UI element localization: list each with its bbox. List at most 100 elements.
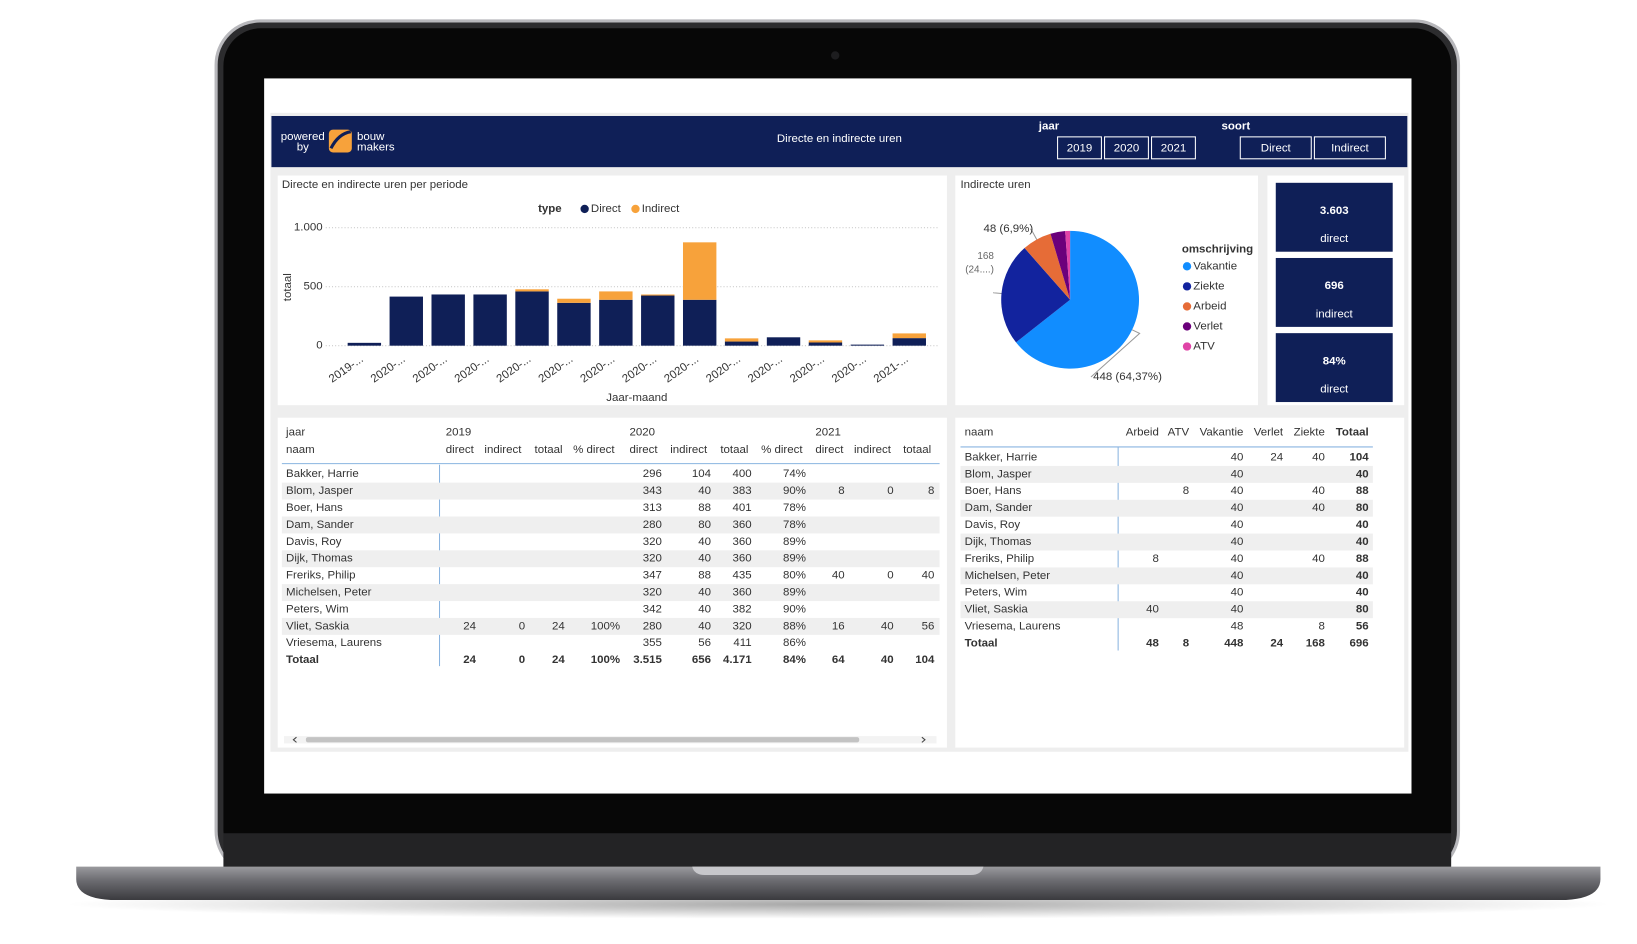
cell: 78% xyxy=(783,519,806,531)
cell: 40 xyxy=(1356,468,1369,480)
column-header: 2021 xyxy=(815,426,841,438)
kpi-card xyxy=(1275,257,1393,327)
bar xyxy=(682,242,717,300)
slicer-button[interactable] xyxy=(1313,136,1386,160)
legend-marker xyxy=(580,204,589,214)
row-band xyxy=(281,550,940,568)
data-label: 448 (64,37%) xyxy=(1093,371,1162,383)
cell: 90% xyxy=(783,485,806,497)
column-header: indirect xyxy=(484,444,522,456)
cell: 280 xyxy=(643,519,662,531)
brand-text: powered xyxy=(281,131,325,143)
row-band xyxy=(960,567,1373,585)
cell: 40 xyxy=(881,620,894,632)
slicer-label: jaar xyxy=(1038,120,1060,132)
cell: 8 xyxy=(928,485,934,497)
cell: 411 xyxy=(733,637,751,649)
legend-label: ATV xyxy=(1193,341,1215,353)
row-band xyxy=(281,482,940,500)
cell: 88 xyxy=(698,502,711,514)
total-cell: 3.515 xyxy=(633,654,662,666)
cell: 360 xyxy=(733,519,752,531)
cell: 0 xyxy=(519,620,525,632)
panel xyxy=(277,417,947,748)
row-header: Vriesema, Laurens xyxy=(286,637,382,649)
total-cell: 0 xyxy=(519,654,525,666)
cell: 320 xyxy=(733,620,752,632)
scroll-right[interactable] xyxy=(921,736,926,743)
total-cell: 656 xyxy=(692,654,711,666)
row-header: Dam, Sander xyxy=(286,519,354,531)
cell: 56 xyxy=(1356,621,1369,633)
bar xyxy=(808,342,843,346)
cell: 280 xyxy=(643,620,662,632)
camera xyxy=(831,51,840,60)
slicer-button[interactable] xyxy=(1239,136,1312,160)
slicer-option[interactable]: 2021 xyxy=(1161,142,1187,154)
data-label: 48 (6,9%) xyxy=(983,223,1033,235)
bar xyxy=(641,294,675,296)
scroll-left[interactable] xyxy=(292,736,297,743)
legend-marker xyxy=(1182,282,1192,291)
y-axis-title: totaal xyxy=(282,273,294,301)
pie-slice xyxy=(1024,233,1071,300)
legend-label: Arbeid xyxy=(1193,300,1226,312)
row-header: Freriks, Philip xyxy=(965,553,1034,565)
row-header: Peters, Wim xyxy=(286,603,348,615)
column-header: ATV xyxy=(1168,426,1190,438)
kpi-label: direct xyxy=(1320,384,1349,396)
slicer-button[interactable] xyxy=(1151,136,1196,160)
slicer-option[interactable]: 2019 xyxy=(1067,142,1093,154)
scrollbar-thumb[interactable] xyxy=(305,737,860,743)
header-bar xyxy=(271,115,1408,168)
total-cell: 696 xyxy=(1350,637,1369,649)
cell: 80 xyxy=(698,519,711,531)
bar xyxy=(850,344,885,346)
cell: 40 xyxy=(1231,468,1244,480)
bar xyxy=(557,298,591,303)
y-tick-label: 500 xyxy=(303,281,322,293)
cell: 320 xyxy=(643,536,662,548)
bar xyxy=(724,341,759,346)
cell: 16 xyxy=(832,620,845,632)
cell: 0 xyxy=(887,570,893,582)
cell: 40 xyxy=(1356,536,1369,548)
cell: 343 xyxy=(643,485,662,497)
cell: 24 xyxy=(552,620,565,632)
cell: 360 xyxy=(733,536,752,548)
column-header: 2020 xyxy=(630,426,656,438)
leader-line xyxy=(993,292,1002,295)
cell: 86% xyxy=(783,637,806,649)
slicer-option[interactable]: Indirect xyxy=(1331,142,1369,154)
cell: 40 xyxy=(1231,451,1244,463)
row-band xyxy=(960,601,1373,619)
total-cell: 168 xyxy=(1306,637,1326,649)
column-header: 2019 xyxy=(446,426,472,438)
cell: 382 xyxy=(733,603,752,615)
cell: 56 xyxy=(922,620,935,632)
cell: 90% xyxy=(783,603,806,615)
cell: 320 xyxy=(643,553,662,565)
bar xyxy=(557,302,591,346)
data-label: 168 (24....) xyxy=(965,250,994,276)
row-header: Davis, Roy xyxy=(286,536,342,548)
cell: 40 xyxy=(698,587,711,599)
notch xyxy=(692,866,984,875)
row-header: Blom, Jasper xyxy=(965,468,1032,480)
slicer-label: soort xyxy=(1221,120,1250,132)
total-cell: 100% xyxy=(591,654,620,666)
slicer-option[interactable]: Direct xyxy=(1261,142,1292,154)
column-header: direct xyxy=(446,444,475,456)
leader-line xyxy=(1029,228,1038,240)
slicer-button[interactable] xyxy=(1057,136,1102,160)
cell: 8 xyxy=(838,485,844,497)
pie-slice xyxy=(1050,231,1071,300)
data-label-box: 168 (24....) xyxy=(965,250,994,276)
slicer-option[interactable]: 2020 xyxy=(1114,142,1140,154)
cell: 88 xyxy=(1356,485,1369,497)
row-band xyxy=(960,465,1373,483)
cell: 104 xyxy=(1350,451,1370,463)
slicer-button[interactable] xyxy=(1104,136,1149,160)
cell: 40 xyxy=(1231,536,1244,548)
logo xyxy=(328,129,352,153)
